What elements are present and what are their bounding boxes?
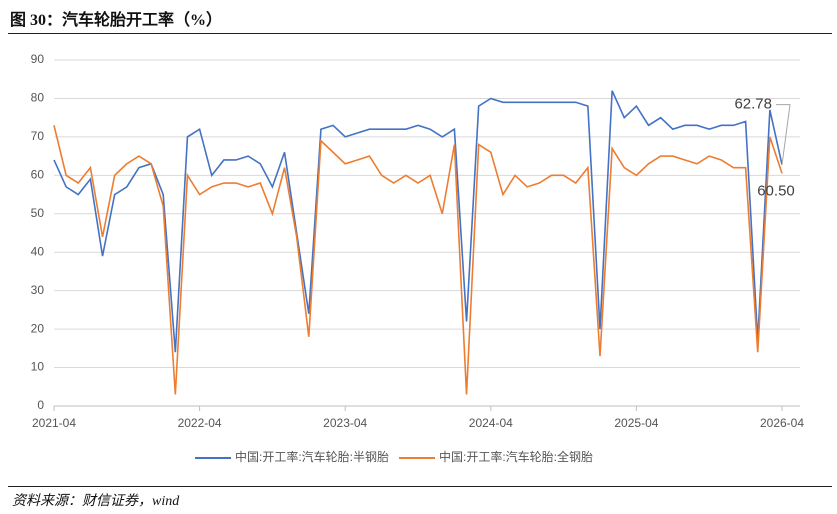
- header-rule: [8, 33, 832, 34]
- x-tick-label: 2025-04: [614, 416, 658, 430]
- y-tick-label: 20: [31, 321, 45, 335]
- series-line: [53, 90, 783, 353]
- x-tick-label: 2024-04: [469, 416, 513, 430]
- legend-label: 中国:开工率:汽车轮胎:半钢胎: [235, 449, 389, 464]
- y-tick-label: 90: [31, 52, 45, 66]
- legend-label: 中国:开工率:汽车轮胎:全钢胎: [439, 449, 593, 464]
- y-tick-label: 80: [31, 91, 45, 105]
- x-tick-label: 2026-04: [760, 416, 804, 430]
- chart-title: 图 30：汽车轮胎开工率（%）: [10, 12, 223, 29]
- footer-rule: [8, 486, 832, 487]
- x-tick-label: 2021-04: [32, 416, 76, 430]
- y-tick-label: 50: [31, 206, 45, 220]
- source-note: 资料来源：财信证券，wind: [12, 494, 180, 509]
- y-tick-label: 60: [31, 168, 45, 182]
- y-tick-label: 30: [31, 283, 45, 297]
- y-tick-label: 40: [31, 244, 45, 258]
- y-tick-label: 10: [31, 360, 45, 374]
- leader-line: [776, 104, 791, 165]
- x-tick-label: 2023-04: [323, 416, 367, 430]
- y-tick-label: 0: [37, 398, 44, 412]
- x-tick-label: 2022-04: [178, 416, 222, 430]
- series-line: [53, 125, 783, 395]
- end-label: 62.78: [734, 96, 772, 113]
- y-tick-label: 70: [31, 129, 45, 143]
- chart: 0 10 20 30 40 50 60 70 80 90 2021-04 2022-04 2023-04…: [31, 52, 805, 464]
- end-label: 60.50: [757, 182, 795, 199]
